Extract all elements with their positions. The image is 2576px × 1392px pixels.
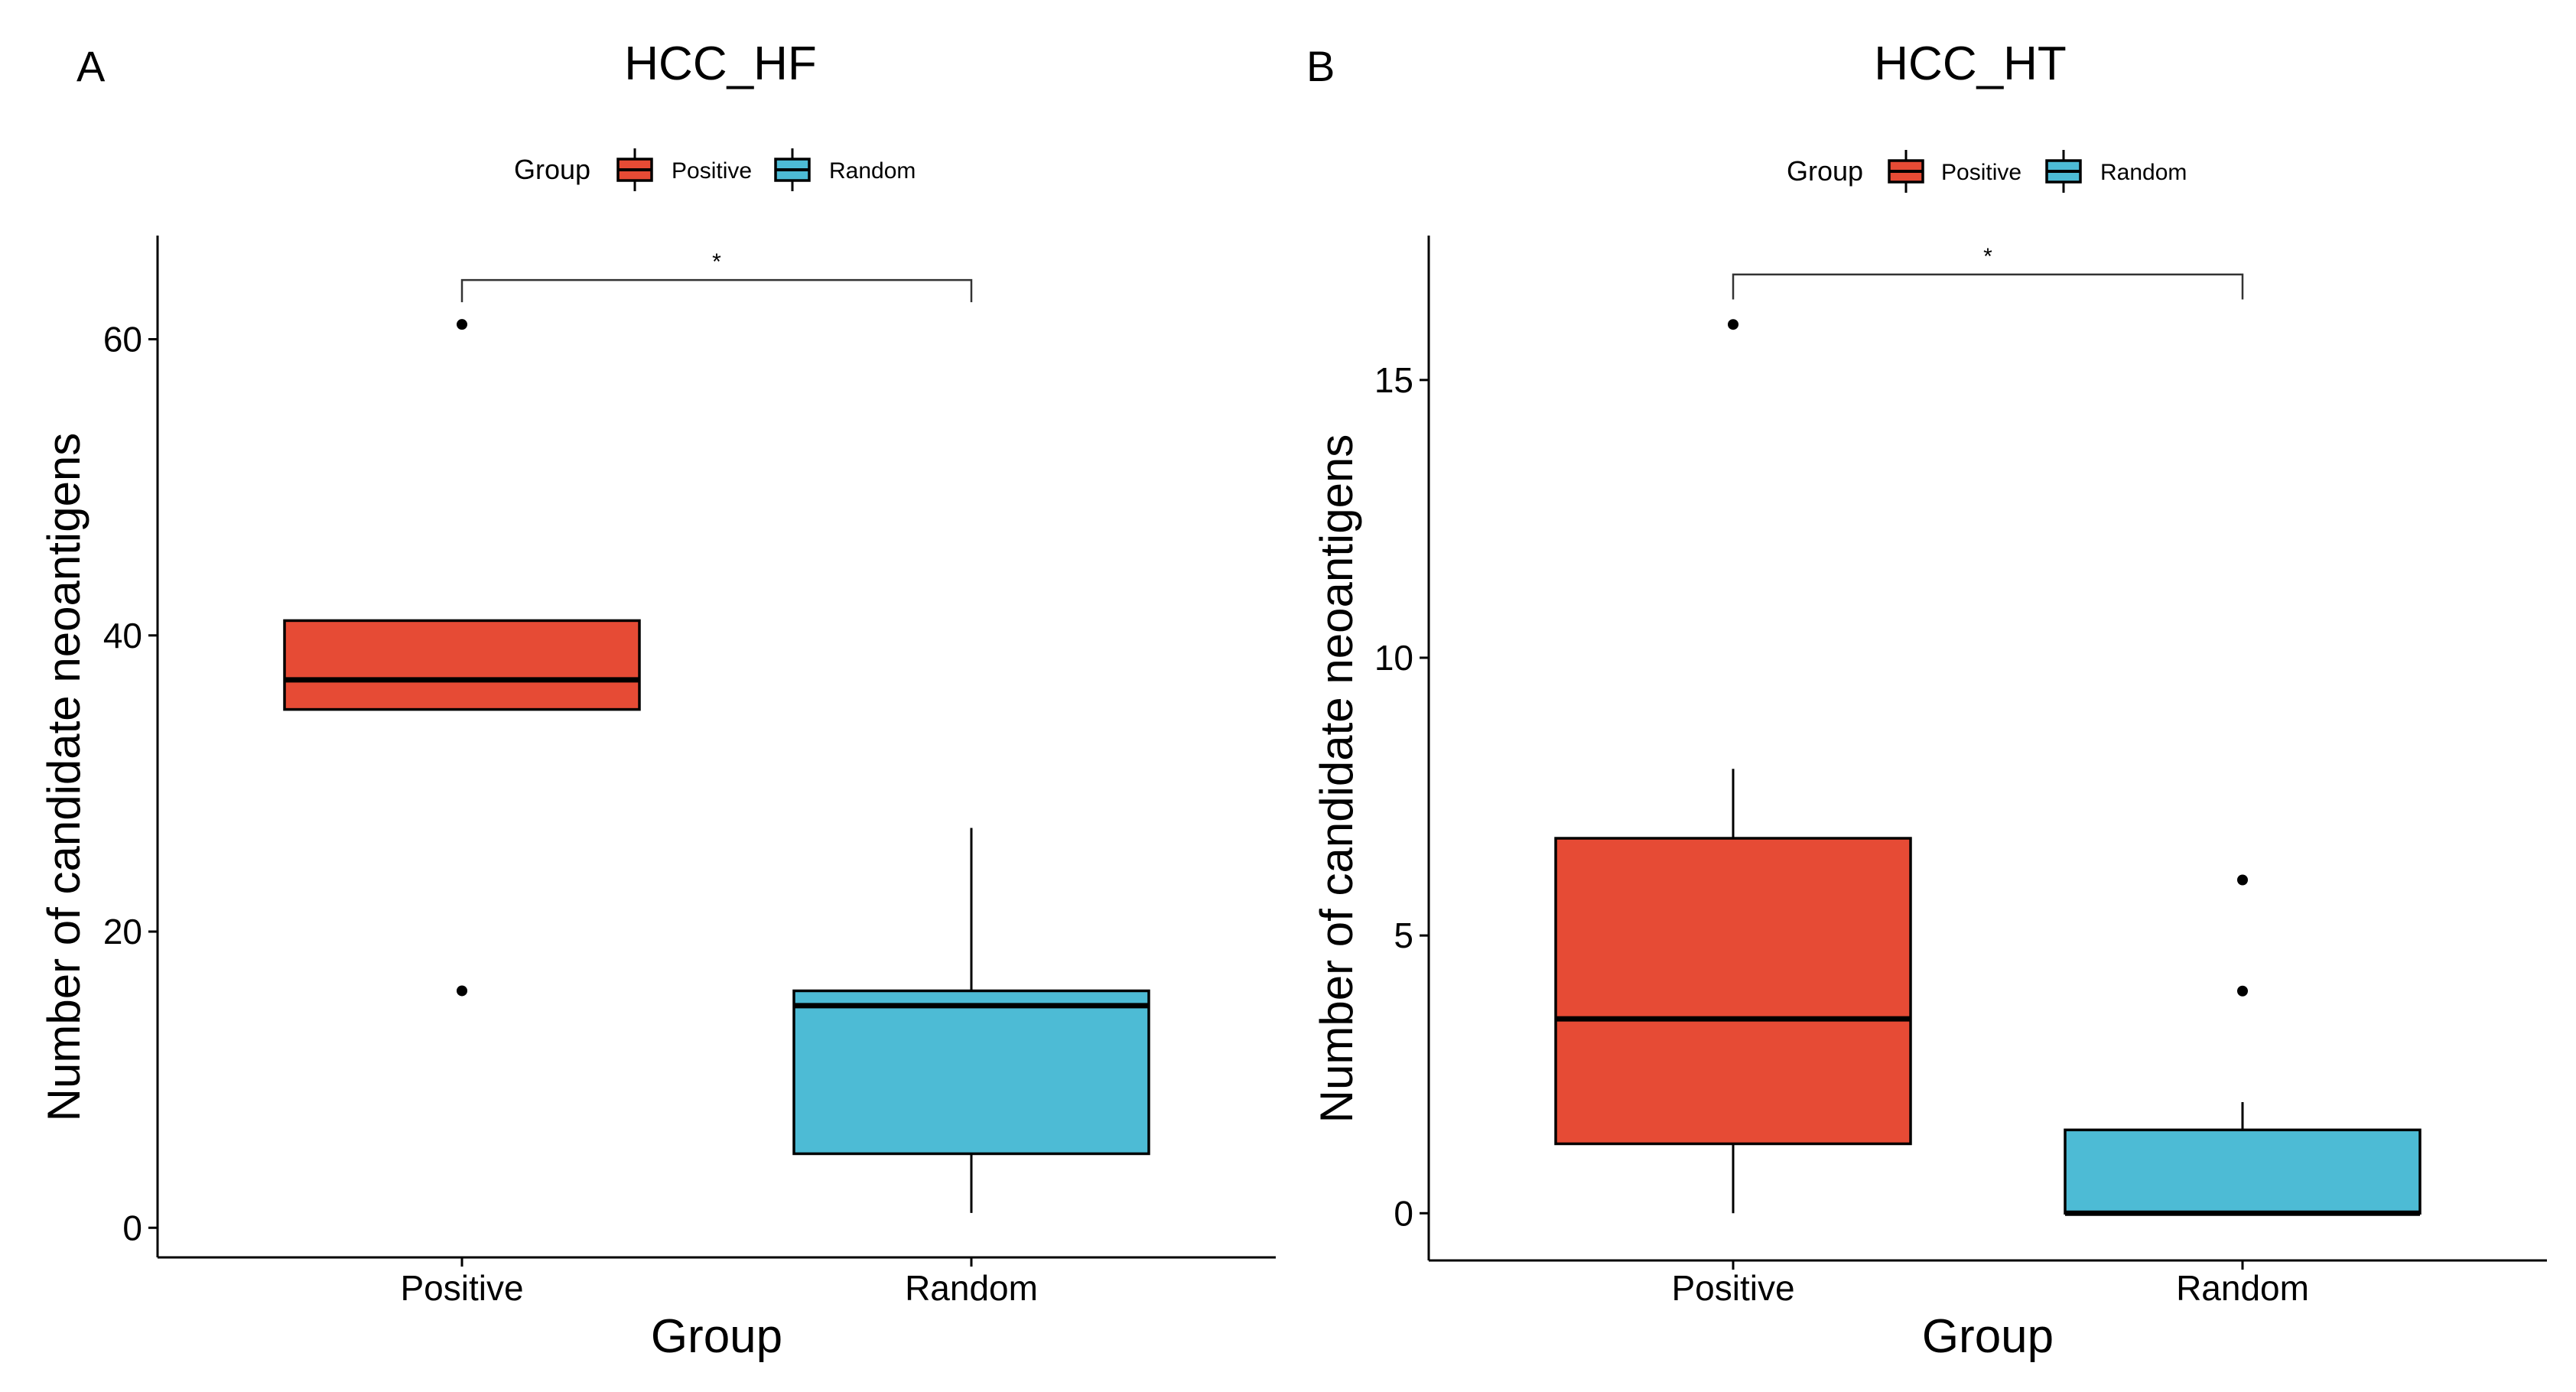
outlier-point bbox=[2237, 985, 2248, 997]
y-tick-label: 10 bbox=[1374, 638, 1413, 678]
iqr-box bbox=[2064, 1128, 2422, 1215]
outlier-point bbox=[1728, 319, 1738, 330]
y-tick-label: 0 bbox=[122, 1208, 142, 1247]
box-positive bbox=[1554, 319, 1912, 1214]
outlier-point bbox=[2237, 874, 2248, 886]
chart-panel-b: B HCC_HT Group Positive Random 0 5 10 15 Positive… bbox=[1306, 37, 2547, 1363]
x-tick-label: Positive bbox=[1671, 1268, 1794, 1308]
box-random bbox=[2064, 874, 2422, 1216]
significance-bracket bbox=[1732, 273, 2244, 300]
chart-panel-a: A HCC_HF Group Positive Random 0 20 40 60 Positiv… bbox=[38, 37, 1276, 1363]
y-tick-label: 0 bbox=[1394, 1193, 1413, 1233]
x-tick-label: Random bbox=[2176, 1268, 2309, 1308]
legend-key-positive bbox=[1888, 150, 1924, 193]
outlier-point bbox=[457, 319, 467, 330]
box-positive bbox=[283, 319, 641, 997]
y-tick-label: 40 bbox=[103, 616, 142, 655]
iqr-box bbox=[792, 989, 1150, 1156]
iqr-box bbox=[1554, 837, 1912, 1146]
x-tick-label: Random bbox=[905, 1268, 1038, 1308]
significance-bracket bbox=[460, 278, 973, 303]
legend: Group Positive Random bbox=[1787, 150, 2187, 193]
legend-key-random bbox=[774, 148, 811, 191]
legend-title: Group bbox=[514, 154, 590, 185]
y-tick-label: 15 bbox=[1374, 360, 1413, 400]
x-axis-title: Group bbox=[1922, 1310, 2054, 1363]
y-tick-label: 60 bbox=[103, 320, 142, 359]
y-tick-label: 20 bbox=[103, 912, 142, 951]
legend: Group Positive Random bbox=[514, 148, 916, 191]
iqr-box bbox=[283, 619, 641, 711]
x-axis-title: Group bbox=[651, 1310, 782, 1363]
legend-label-random: Random bbox=[2100, 160, 2187, 185]
legend-title: Group bbox=[1787, 155, 1863, 187]
outlier-point bbox=[457, 985, 467, 997]
chart-title: HCC_HF bbox=[624, 37, 816, 90]
legend-label-positive: Positive bbox=[672, 158, 752, 184]
significance-label: * bbox=[1983, 244, 1992, 269]
box-random bbox=[792, 828, 1150, 1213]
panel-label: A bbox=[76, 42, 106, 90]
legend-key-random bbox=[2045, 150, 2082, 193]
x-tick-label: Positive bbox=[400, 1268, 523, 1308]
significance-label: * bbox=[712, 249, 721, 275]
legend-label-positive: Positive bbox=[1941, 160, 2021, 185]
panel-label: B bbox=[1306, 42, 1335, 90]
legend-label-random: Random bbox=[829, 158, 916, 184]
y-axis-title: Number of candidate neoantigens bbox=[1311, 434, 1362, 1124]
legend-key-positive bbox=[616, 148, 653, 191]
y-axis-title: Number of candidate neoantigens bbox=[38, 433, 89, 1122]
chart-title: HCC_HT bbox=[1874, 37, 2066, 90]
y-tick-label: 5 bbox=[1394, 916, 1413, 955]
